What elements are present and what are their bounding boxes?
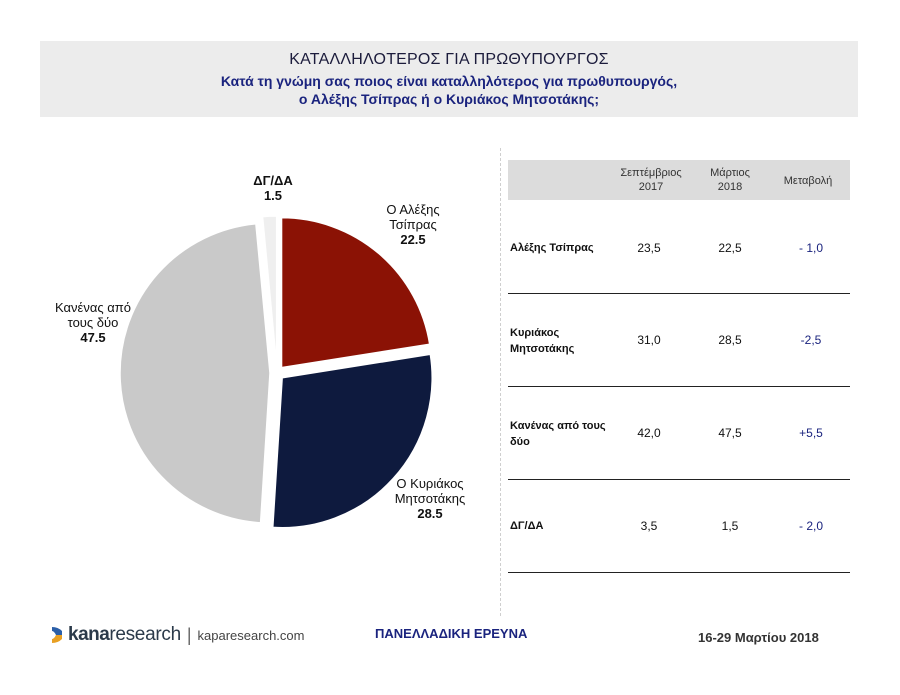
table-row: Κανένας από τους δύο 42,0 47,5 +5,5 <box>508 386 850 480</box>
header-change: Μεταβολή <box>783 175 833 187</box>
pie-label-dkna: ΔΓ/ΔΑ 1.5 <box>250 173 296 203</box>
pie-label-mitsotakis-line1: Ο Κυριάκος <box>396 476 464 491</box>
survey-date: 16-29 Μαρτίου 2018 <box>698 630 819 645</box>
pie-label-none-line1: Κανένας από <box>55 300 131 315</box>
header-march-line1: Μάρτιος <box>710 167 750 179</box>
pie-label-dkna-name: ΔΓ/ΔΑ <box>253 173 293 188</box>
row-change: -2,5 <box>800 333 822 347</box>
pie-label-mitsotakis-line2: Μητσοτάκης <box>394 491 466 506</box>
pie-slice-none <box>119 222 271 524</box>
kapa-logo-icon <box>52 627 62 643</box>
pie-label-none-value: 47.5 <box>80 330 106 345</box>
logo-kana-text: kana <box>68 624 110 645</box>
row-change: - 2,0 <box>798 519 823 533</box>
header-september: Σεπτέμβριος 2017 <box>611 166 691 194</box>
row-march: 28,5 <box>718 333 742 347</box>
header-september-line1: Σεπτέμβριος <box>620 167 682 179</box>
pie-slice-dkna <box>261 215 278 367</box>
row-september: 3,5 <box>640 519 658 533</box>
row-name: Αλέξης Τσίπρας <box>510 240 610 256</box>
pie-label-none: Κανένας από τους δύο 47.5 <box>46 300 140 345</box>
pie-slice-mitsotakis <box>271 353 433 529</box>
pie-label-tsipras-value: 22.5 <box>400 232 426 247</box>
pie-label-mitsotakis-value: 28.5 <box>417 506 443 521</box>
vertical-divider <box>500 148 501 616</box>
row-march: 1,5 <box>721 519 739 533</box>
survey-label: ΠΑΝΕΛΛΑΔΙΚΗ ΕΡΕΥΝΑ <box>375 626 528 641</box>
page-subtitle-line2: ο Αλέξης Τσίπρας ή ο Κυριάκος Μητσοτάκης… <box>298 91 600 107</box>
row-name-line2: Μητσοτάκης <box>510 343 575 355</box>
row-name: Κυριάκος Μητσοτάκης <box>510 325 610 357</box>
row-september: 42,0 <box>637 426 661 440</box>
row-september: 23,5 <box>637 241 661 255</box>
header-banner: ΚΑΤΑΛΛΗΛΟΤΕΡΟΣ ΓΙΑ ΠΡΩΘΥΠΟΥΡΓΟΣ Κατά τη … <box>40 41 858 117</box>
page-subtitle-line1: Κατά τη γνώμη σας ποιος είναι καταλληλότ… <box>220 73 678 89</box>
row-march: 22,5 <box>718 241 742 255</box>
pie-label-mitsotakis: Ο Κυριάκος Μητσοτάκης 28.5 <box>380 476 480 521</box>
row-name: ΔΓ/ΔΑ <box>510 518 610 534</box>
header-march-line2: 2018 <box>717 181 743 193</box>
footer-url-link[interactable]: kaparesearch.com <box>197 627 305 643</box>
row-name-line2: δύο <box>510 436 530 448</box>
row-change: - 1,0 <box>798 241 823 255</box>
table-row: Κυριάκος Μητσοτάκης 31,0 28,5 -2,5 <box>508 293 850 387</box>
logo-separator: | <box>186 624 192 645</box>
row-name-line1: Κυριάκος <box>510 327 560 339</box>
row-change: +5,5 <box>799 426 823 440</box>
header-september-line2: 2017 <box>638 181 664 193</box>
pie-label-tsipras-line1: Ο Αλέξης <box>386 202 440 217</box>
pie-label-tsipras-line2: Τσίπρας <box>389 217 437 232</box>
logo-research-text: research <box>109 624 181 645</box>
table-row: ΔΓ/ΔΑ 3,5 1,5 - 2,0 <box>508 479 850 573</box>
pie-label-dkna-value: 1.5 <box>263 188 283 203</box>
row-name-line1: Αλέξης Τσίπρας <box>510 242 594 254</box>
row-name: Κανένας από τους δύο <box>510 418 610 450</box>
row-march: 47,5 <box>718 426 742 440</box>
comparison-table: Σεπτέμβριος 2017 Μάρτιος 2018 Μεταβολή Α… <box>508 160 850 573</box>
page-title: ΚΑΤΑΛΛΗΛΟΤΕΡΟΣ ΓΙΑ ΠΡΩΘΥΠΟΥΡΓΟΣ <box>289 51 609 68</box>
pie-slice-tsipras <box>280 216 431 369</box>
row-name-line1: ΔΓ/ΔΑ <box>510 520 544 532</box>
table-header: Σεπτέμβριος 2017 Μάρτιος 2018 Μεταβολή <box>508 160 850 200</box>
row-name-line1: Κανένας από τους <box>510 420 606 432</box>
row-september: 31,0 <box>637 333 661 347</box>
footer-logo[interactable]: kana research | kaparesearch.com <box>50 622 304 648</box>
pie-label-tsipras: Ο Αλέξης Τσίπρας 22.5 <box>372 202 454 247</box>
pie-label-none-line2: τους δύο <box>67 315 119 330</box>
table-row: Αλέξης Τσίπρας 23,5 22,5 - 1,0 <box>508 200 850 294</box>
header-march: Μάρτιος 2018 <box>695 166 765 194</box>
